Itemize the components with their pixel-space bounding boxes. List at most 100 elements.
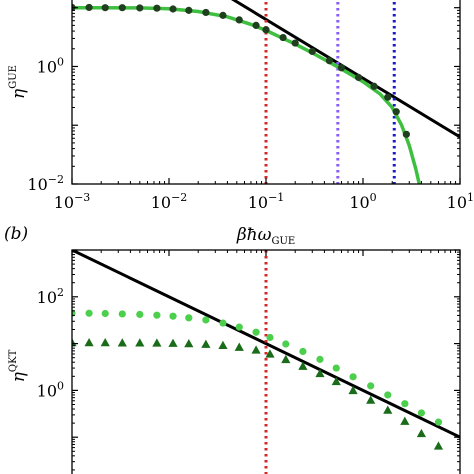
data-point-triangle [348,385,358,395]
data-point-circle [101,4,109,12]
data-point-triangle [281,354,291,364]
panel-label-b: (b) [4,224,28,244]
data-point-triangle [383,405,393,414]
data-point-circle [252,328,260,336]
data-point-triangle [184,339,194,348]
plot-area [72,0,460,184]
data-point-circle [118,4,126,12]
data-point-circle [202,316,210,324]
data-point-circle [252,21,260,29]
reference-power-law-line [230,0,460,139]
y-tick-label-base: 10 [37,288,57,307]
x-tick-label-exponent: −1 [268,191,284,204]
data-point-circle [308,47,316,56]
y-axis-label-superscript: QKT [8,349,19,372]
y-axis-label: ηGUE [8,65,29,99]
data-point-circle [235,323,243,331]
x-tick-label: 10−1 [248,191,285,212]
data-point-triangle [251,345,261,354]
x-axis-label: βħωGUE [236,225,295,247]
y-axis-label-main: η [9,371,29,382]
y-axis-label-main: η [9,88,29,99]
data-point-triangle [72,338,77,347]
data-point-triangle [135,338,145,347]
data-point-triangle [218,340,228,349]
y-tick-label: 100 [37,379,64,400]
data-point-circle [282,340,290,348]
x-tick-label-base: 10 [248,193,268,212]
x-tick-label-exponent: −3 [74,191,90,204]
data-point-circle [235,16,243,24]
x-tick-label: 100 [349,191,376,212]
data-point-triangle [234,342,244,351]
y-tick-label-base: 10 [37,381,57,400]
data-point-triangle [265,349,275,358]
data-point-circle [169,312,177,320]
data-point-circle [291,39,299,47]
data-point-circle [349,373,357,381]
y-tick-label-exponent: 0 [57,55,64,68]
data-point-circle [169,5,177,13]
x-tick-label-exponent: 0 [370,191,377,204]
data-point-circle [153,311,161,319]
x-tick-label-base: 10 [151,193,171,212]
data-point-triangle [416,428,426,438]
data-point-circle [354,73,363,82]
data-point-circle [136,310,144,319]
data-point-circle [85,3,93,12]
data-point-circle [384,391,392,399]
y-tick-label: 100 [37,55,64,76]
x-axis-label-subscript: GUE [271,236,295,247]
data-point-triangle [84,338,94,347]
axes-frame [71,249,461,474]
y-tick-label-base: 10 [27,175,47,194]
data-point-circle [316,355,324,363]
data-point-triangle [331,376,341,386]
data-point-triangle [152,338,162,347]
data-point-triangle [117,338,127,347]
reference-power-law-line [72,250,460,439]
data-point-circle [219,319,227,327]
data-point-circle [118,310,126,318]
y-tick-label-exponent: −2 [48,173,64,186]
x-axis-label-main: βħω [236,225,272,245]
data-point-circle [202,8,210,17]
y-axis-label-superscript: GUE [8,65,19,89]
data-point-triangle [366,395,376,404]
y-tick-label-exponent: 2 [57,286,64,299]
x-tick-label-base: 10 [349,193,369,212]
data-point-circle [392,108,400,116]
y-tick-label-base: 10 [37,57,57,76]
y-tick-label: 10−2 [27,173,64,194]
data-point-circle [185,6,193,14]
data-point-circle [402,130,410,138]
data-point-circle [101,309,109,318]
y-axis-label: ηQKT [8,349,29,382]
data-point-circle [370,82,378,90]
data-point-circle [367,382,375,390]
data-point-circle [401,400,409,408]
data-point-circle [434,418,443,426]
data-point-triangle [168,338,178,347]
x-tick-label-exponent: −2 [171,191,187,204]
x-tick-label: 10−3 [54,191,91,212]
plot-area [72,250,460,474]
x-tick-label-base: 10 [54,193,74,212]
data-point-triangle [400,416,410,425]
data-point-circle [332,364,340,372]
series-curve-line [72,5,422,184]
data-point-circle [262,26,270,34]
data-point-circle [384,93,392,101]
data-point-triangle [298,361,308,370]
data-point-triangle [201,339,211,348]
data-point-circle [219,11,227,19]
data-point-circle [185,314,193,322]
x-tick-label-base: 10 [447,193,467,212]
data-point-circle [299,347,307,356]
x-tick-label-exponent: 1 [467,191,474,204]
data-point-circle [136,4,144,12]
y-tick-label: 102 [37,286,64,307]
data-point-circle [85,309,93,317]
data-point-circle [337,64,346,72]
